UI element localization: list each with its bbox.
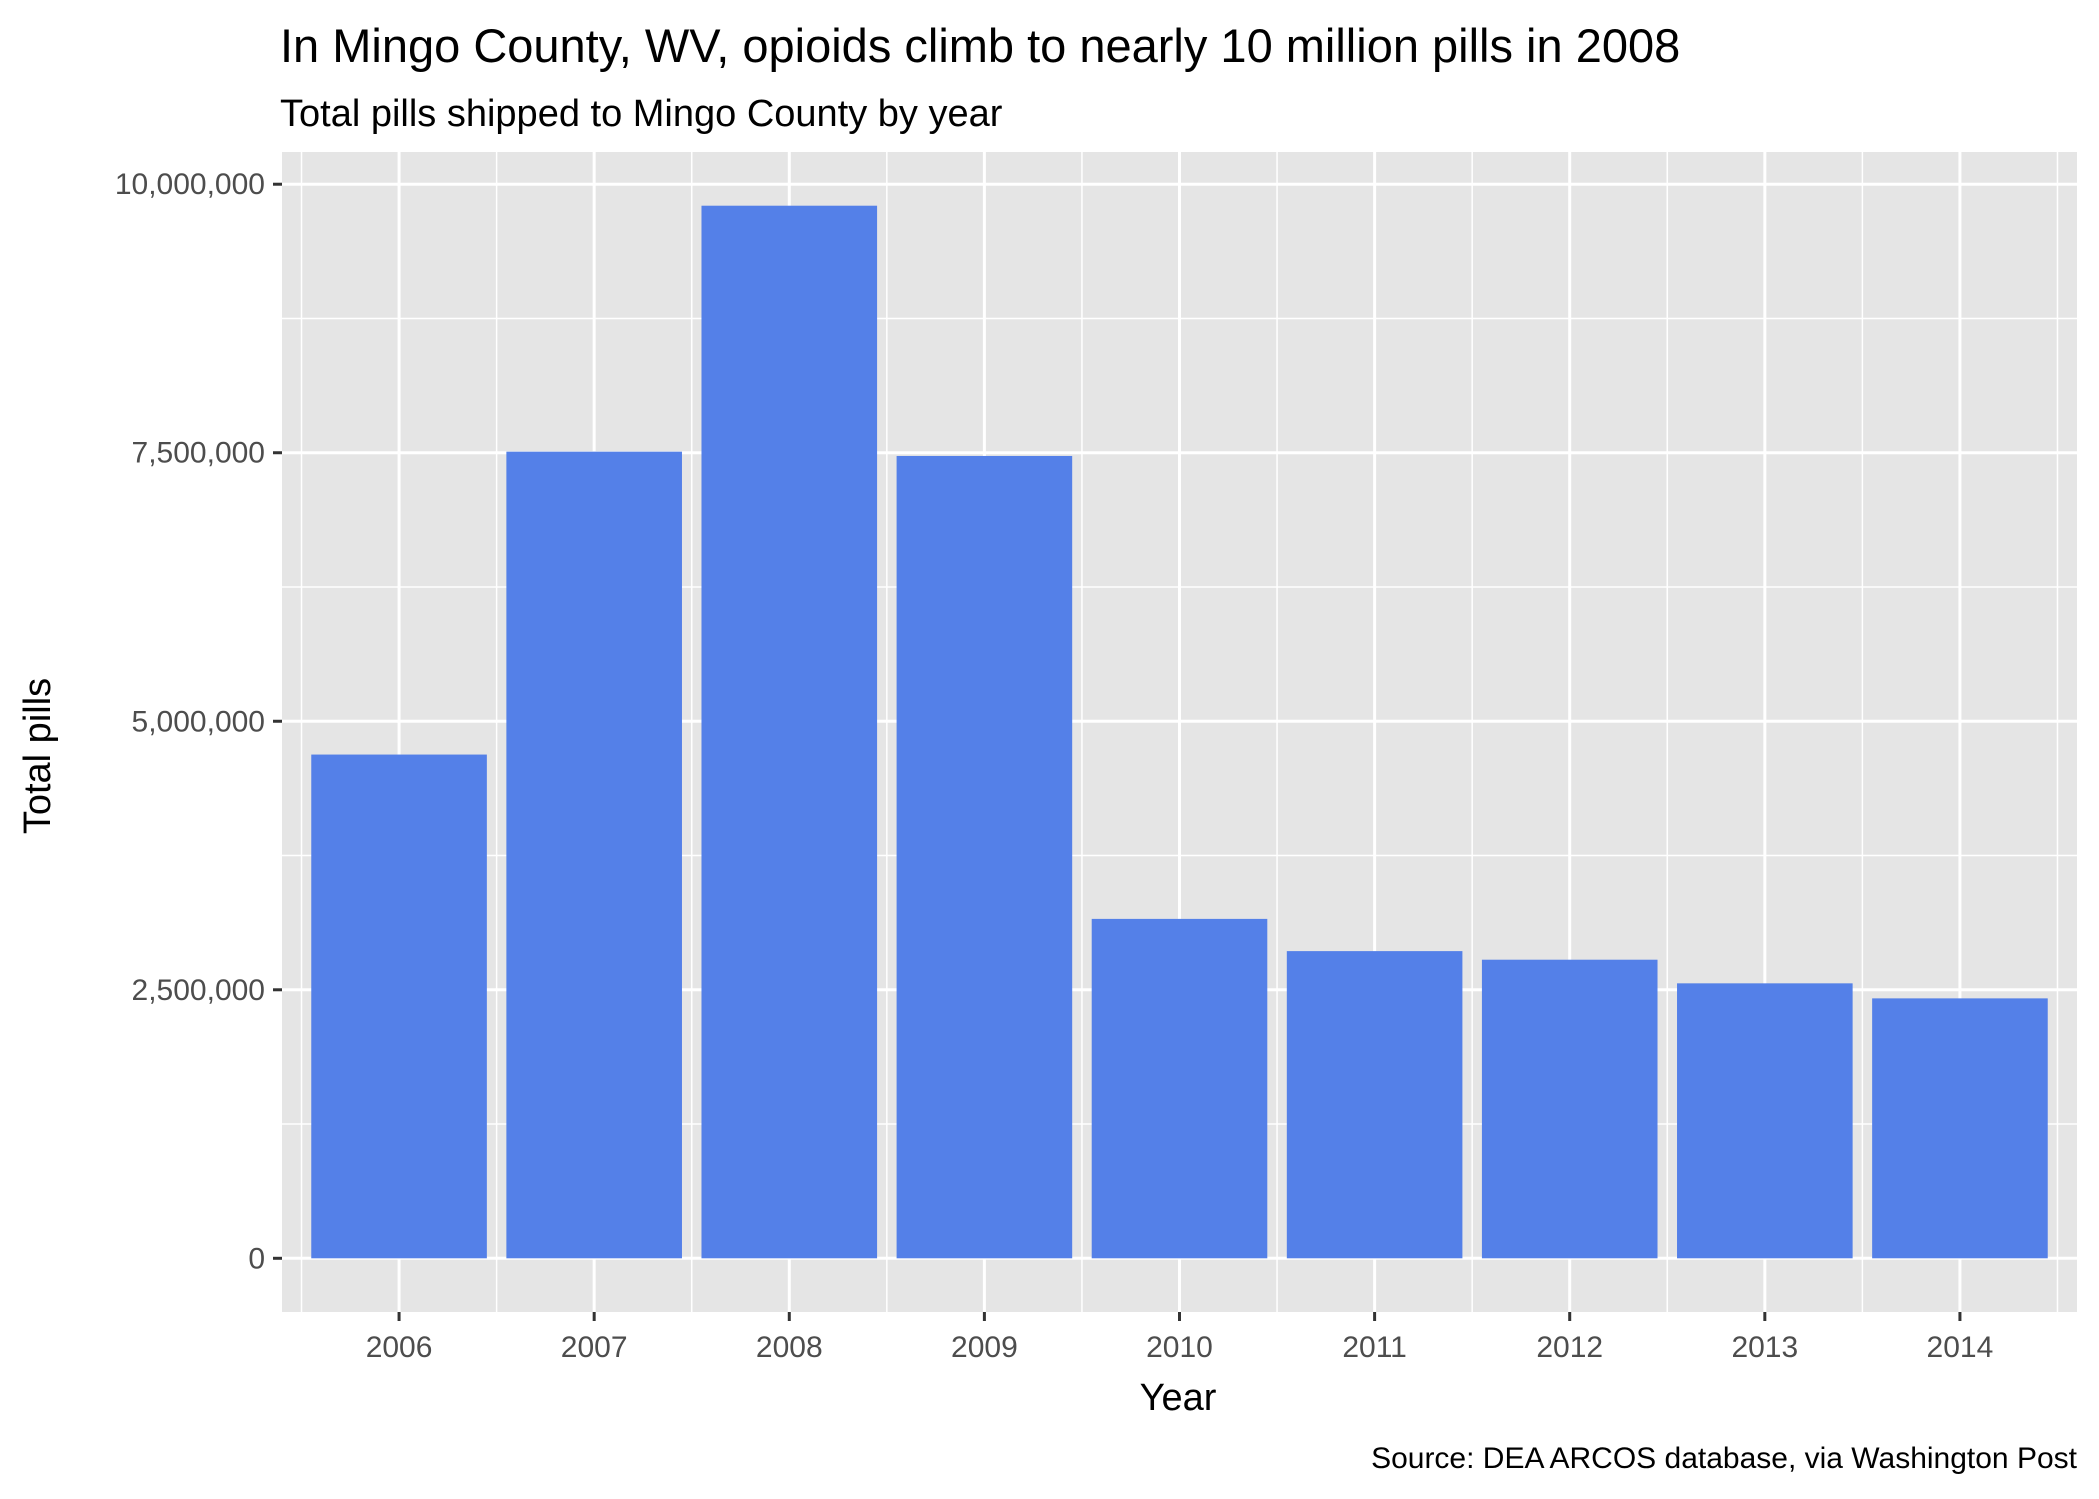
y-axis-title: Total pills xyxy=(17,678,59,834)
x-tick-label: 2007 xyxy=(561,1331,628,1364)
x-tick-label: 2009 xyxy=(951,1331,1018,1364)
bar-2008 xyxy=(701,205,878,1259)
y-tick-label: 10,000,000 xyxy=(115,168,265,201)
y-axis: 0 2,500,000 5,000,000 7,500,000 10,000,000 xyxy=(115,168,282,1275)
x-tick-label: 2010 xyxy=(1146,1331,1213,1364)
x-axis-title: Year xyxy=(1140,1377,1217,1419)
x-tick-label: 2014 xyxy=(1927,1331,1994,1364)
x-tick-label: 2013 xyxy=(1731,1331,1798,1364)
bar-2007 xyxy=(506,451,682,1259)
bar-2012 xyxy=(1481,959,1658,1259)
bar-2010 xyxy=(1091,918,1268,1259)
y-tick-label: 0 xyxy=(248,1242,265,1275)
y-tick-label: 2,500,000 xyxy=(132,974,265,1007)
bars xyxy=(311,205,2048,1259)
x-tick-label: 2011 xyxy=(1342,1331,1407,1364)
bar-2009 xyxy=(896,455,1073,1259)
chart-title: In Mingo County, WV, opioids climb to ne… xyxy=(280,19,1680,72)
bar-2011 xyxy=(1286,951,1463,1259)
x-tick-label: 2012 xyxy=(1536,1331,1603,1364)
bar-2006 xyxy=(311,754,487,1259)
source-caption: Source: DEA ARCOS database, via Washingt… xyxy=(1371,1442,2078,1475)
chart-subtitle: Total pills shipped to Mingo County by y… xyxy=(280,93,1003,135)
x-tick-label: 2008 xyxy=(756,1331,823,1364)
y-tick-label: 7,500,000 xyxy=(132,437,265,470)
x-tick-label: 2006 xyxy=(366,1331,433,1364)
y-tick-label: 5,000,000 xyxy=(132,705,265,738)
bar-2014 xyxy=(1872,998,2048,1259)
x-axis: 2006 2007 2008 2009 2010 2011 2012 2013 2014 xyxy=(366,1312,1994,1364)
bar-2013 xyxy=(1677,983,1853,1259)
